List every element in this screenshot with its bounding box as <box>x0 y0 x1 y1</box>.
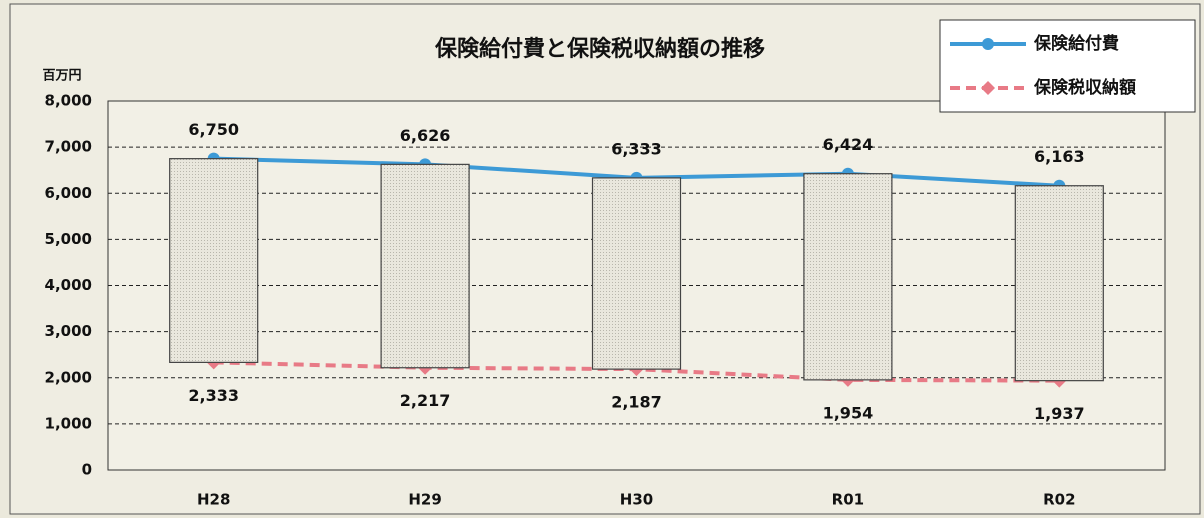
data-label: 1,937 <box>1034 404 1085 423</box>
y-tick-label: 6,000 <box>45 184 92 202</box>
y-tick-label: 2,000 <box>45 368 92 386</box>
x-tick-label: H30 <box>620 491 653 509</box>
up-down-bar <box>380 163 470 369</box>
y-unit: 百万円 <box>42 69 81 84</box>
data-label: 6,626 <box>400 126 451 145</box>
legend-label: 保険給付費 <box>1033 33 1119 54</box>
data-label: 2,187 <box>611 393 662 412</box>
up-down-bar <box>591 177 682 370</box>
data-label: 1,954 <box>823 403 874 422</box>
y-tick-label: 8,000 <box>45 92 92 110</box>
data-label: 6,333 <box>611 139 662 158</box>
legend-marker <box>982 38 994 50</box>
x-tick-label: R01 <box>832 491 864 509</box>
y-tick-label: 4,000 <box>45 276 92 294</box>
y-tick-label: 3,000 <box>45 322 92 340</box>
y-tick-label: 5,000 <box>45 230 92 248</box>
y-tick-label: 0 <box>82 461 92 479</box>
up-down-bar <box>169 158 259 363</box>
legend <box>939 19 1196 113</box>
y-tick-label: 1,000 <box>45 414 92 432</box>
x-tick-label: R02 <box>1043 491 1075 509</box>
legend-label: 保険税収納額 <box>1033 77 1136 98</box>
data-label: 2,217 <box>400 391 451 410</box>
x-tick-label: H28 <box>197 491 230 509</box>
data-label: 6,424 <box>823 135 874 154</box>
data-label: 6,163 <box>1034 147 1085 166</box>
y-tick-label: 7,000 <box>45 138 92 156</box>
up-down-bar <box>1014 185 1104 382</box>
legend-marker <box>981 81 995 95</box>
up-down-bar <box>803 173 893 381</box>
chart-title: 保険給付費と保険税収納額の推移 <box>434 36 765 62</box>
x-tick-label: H29 <box>408 491 441 509</box>
data-label: 2,333 <box>188 386 239 405</box>
data-label: 6,750 <box>188 120 239 139</box>
